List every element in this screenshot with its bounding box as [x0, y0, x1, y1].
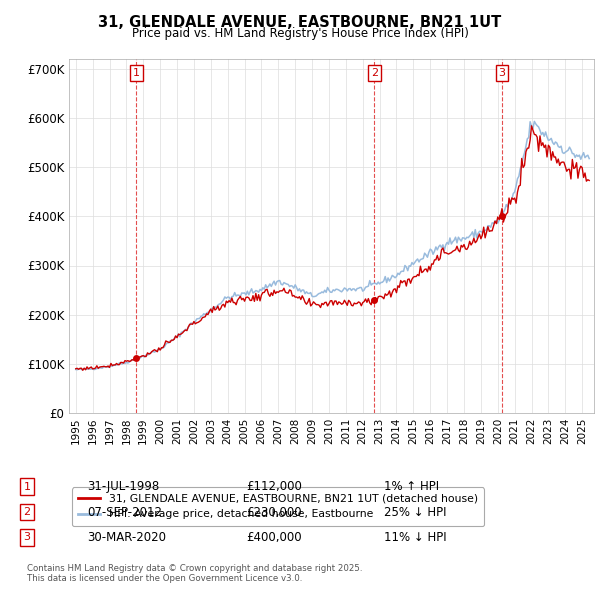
Text: 07-SEP-2012: 07-SEP-2012: [87, 506, 162, 519]
Text: 3: 3: [499, 68, 505, 78]
Text: 30-MAR-2020: 30-MAR-2020: [87, 531, 166, 544]
Text: Contains HM Land Registry data © Crown copyright and database right 2025.
This d: Contains HM Land Registry data © Crown c…: [27, 563, 362, 583]
Text: 1: 1: [133, 68, 140, 78]
Text: £112,000: £112,000: [246, 480, 302, 493]
Legend: 31, GLENDALE AVENUE, EASTBOURNE, BN21 1UT (detached house), HPI: Average price, : 31, GLENDALE AVENUE, EASTBOURNE, BN21 1U…: [72, 487, 484, 526]
Text: 1: 1: [23, 482, 31, 491]
Text: 25% ↓ HPI: 25% ↓ HPI: [384, 506, 446, 519]
Text: £230,000: £230,000: [246, 506, 302, 519]
Text: 1% ↑ HPI: 1% ↑ HPI: [384, 480, 439, 493]
Text: 31, GLENDALE AVENUE, EASTBOURNE, BN21 1UT: 31, GLENDALE AVENUE, EASTBOURNE, BN21 1U…: [98, 15, 502, 30]
Text: Price paid vs. HM Land Registry's House Price Index (HPI): Price paid vs. HM Land Registry's House …: [131, 27, 469, 40]
Text: 3: 3: [23, 533, 31, 542]
Text: 31-JUL-1998: 31-JUL-1998: [87, 480, 159, 493]
Text: £400,000: £400,000: [246, 531, 302, 544]
Text: 2: 2: [23, 507, 31, 517]
Text: 11% ↓ HPI: 11% ↓ HPI: [384, 531, 446, 544]
Text: 2: 2: [371, 68, 378, 78]
